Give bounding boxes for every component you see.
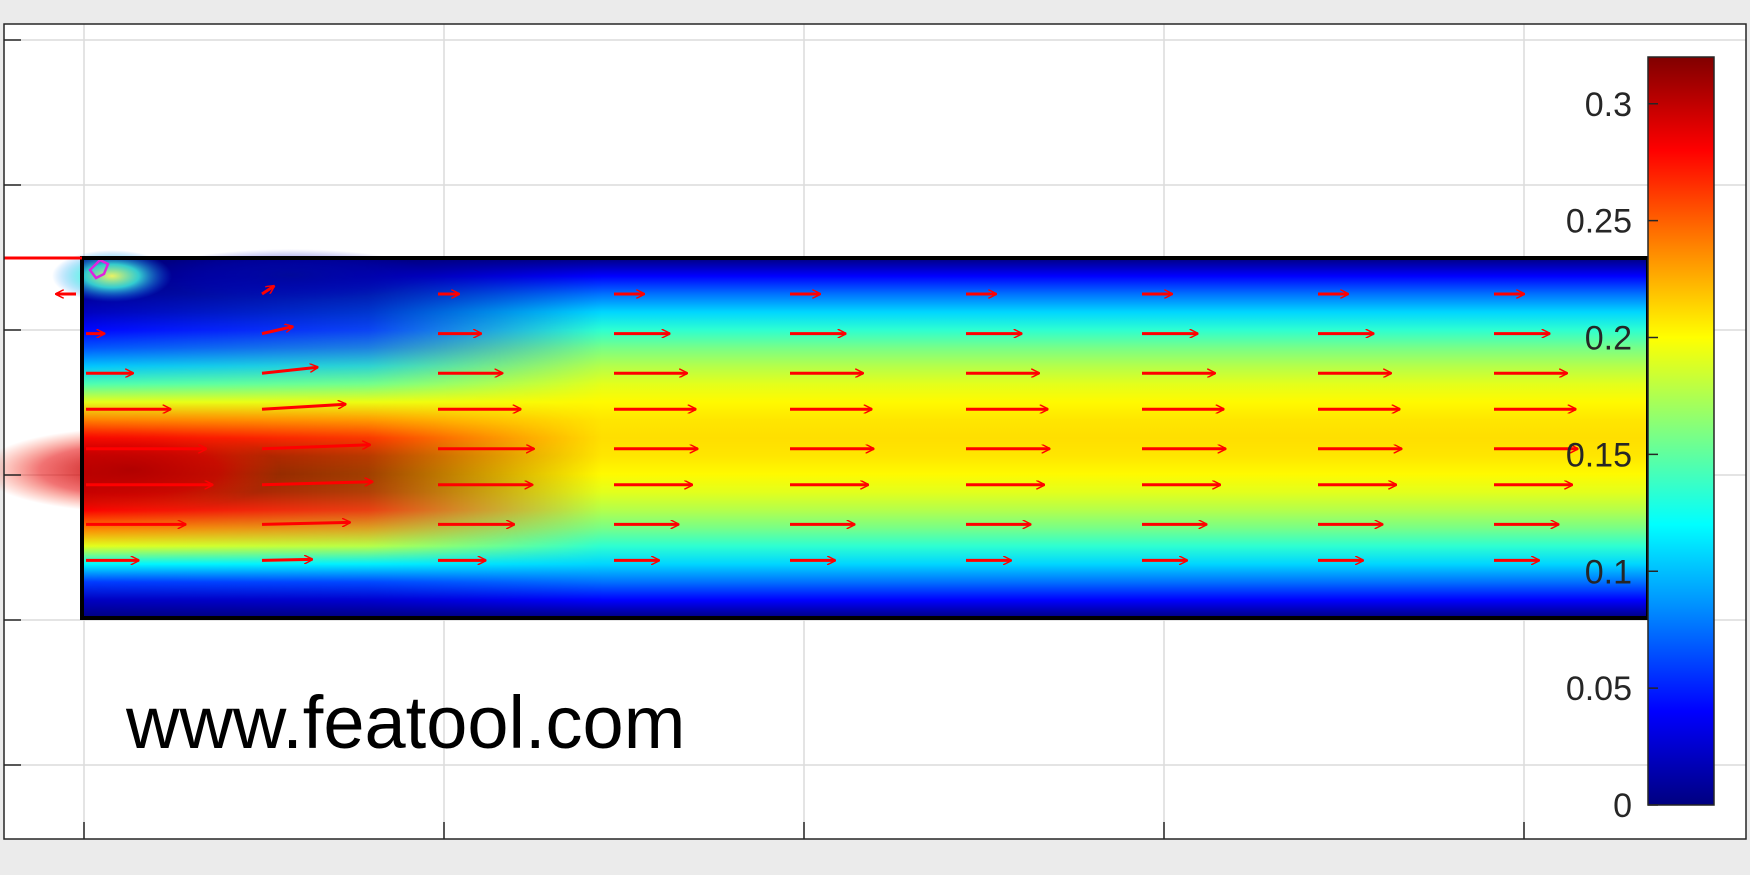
velocity-arrow (261, 522, 350, 524)
colorbar: 0 0.05 0.1 0.15 0.2 0.25 0.3 (1566, 56, 1715, 825)
colorbar-tick-label: 0.2 (1585, 320, 1632, 358)
colorbar-scale (1647, 56, 1715, 806)
colorbar-tick-label: 0 (1613, 787, 1632, 825)
watermark-text: www.featool.com (125, 681, 685, 764)
vortex-marker (88, 258, 110, 280)
flow-domain (0, 249, 1648, 618)
jet-core (0, 428, 280, 512)
colorbar-tick-label: 0.05 (1566, 670, 1632, 708)
velocity-arrow (261, 367, 318, 375)
velocity-arrow (261, 286, 274, 296)
velocity-arrow (261, 404, 346, 411)
colorbar-tick-label: 0.1 (1585, 553, 1632, 591)
axis-ticks (4, 39, 1525, 839)
velocity-arrow (261, 482, 372, 485)
colorbar-tick-label: 0.25 (1566, 203, 1632, 241)
velocity-arrows (56, 286, 1578, 560)
recirculation-zone (150, 249, 430, 301)
colorbar-tick-label: 0.15 (1566, 436, 1632, 474)
velocity-arrow (261, 327, 293, 336)
colorbar-tick-label: 0.3 (1585, 86, 1632, 124)
axes-box (3, 23, 1747, 840)
velocity-arrow (261, 559, 312, 560)
velocity-arrow (261, 445, 370, 451)
colorbar-ticks: 0 0.05 0.1 0.15 0.2 0.25 0.3 (1566, 86, 1658, 825)
